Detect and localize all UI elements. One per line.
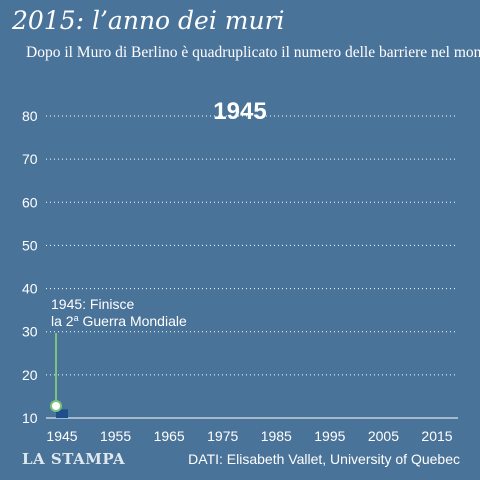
y-tick-label-80: 80	[22, 108, 38, 124]
x-tick-label-1955: 1955	[100, 428, 131, 444]
x-tick-label-1985: 1985	[261, 428, 292, 444]
current-year-label: 1945	[213, 98, 267, 125]
y-tick-label-20: 20	[22, 367, 38, 383]
y-tick-label-70: 70	[22, 151, 38, 167]
x-tick-label-1995: 1995	[314, 428, 345, 444]
x-tick-label-1965: 1965	[154, 428, 185, 444]
data-point-marker-1945	[50, 400, 62, 412]
annotation-text-1: 1945: Finisce	[51, 296, 135, 312]
y-tick-label-30: 30	[22, 324, 38, 340]
x-tick-label-1945: 1945	[46, 428, 77, 444]
y-tick-label-60: 60	[22, 194, 38, 210]
data-bar-1945	[56, 409, 68, 418]
y-tick-label-50: 50	[22, 237, 38, 253]
annotation-text-2a: la 2	[51, 313, 74, 329]
x-tick-label-2015: 2015	[421, 428, 452, 444]
la-stampa-logo: LA STAMPA	[22, 450, 126, 468]
chart-title: 2015: l’anno dei muri	[12, 6, 285, 35]
annotation-text-2b: Guerra Mondiale	[78, 313, 187, 329]
annotation-line-2: la 2a Guerra Mondiale	[51, 313, 187, 329]
x-tick-label-2005: 2005	[368, 428, 399, 444]
x-tick-label-1975: 1975	[207, 428, 238, 444]
source-credit: DATI: Elisabeth Vallet, University of Qu…	[188, 451, 460, 467]
y-tick-label-10: 10	[22, 410, 38, 426]
annotation-line-1: 1945: Finisce	[51, 296, 134, 312]
annotation-superscript: a	[73, 313, 79, 323]
y-tick-label-40: 40	[22, 281, 38, 297]
chart-subtitle: Dopo il Muro di Berlino è quadruplicato …	[26, 44, 480, 61]
